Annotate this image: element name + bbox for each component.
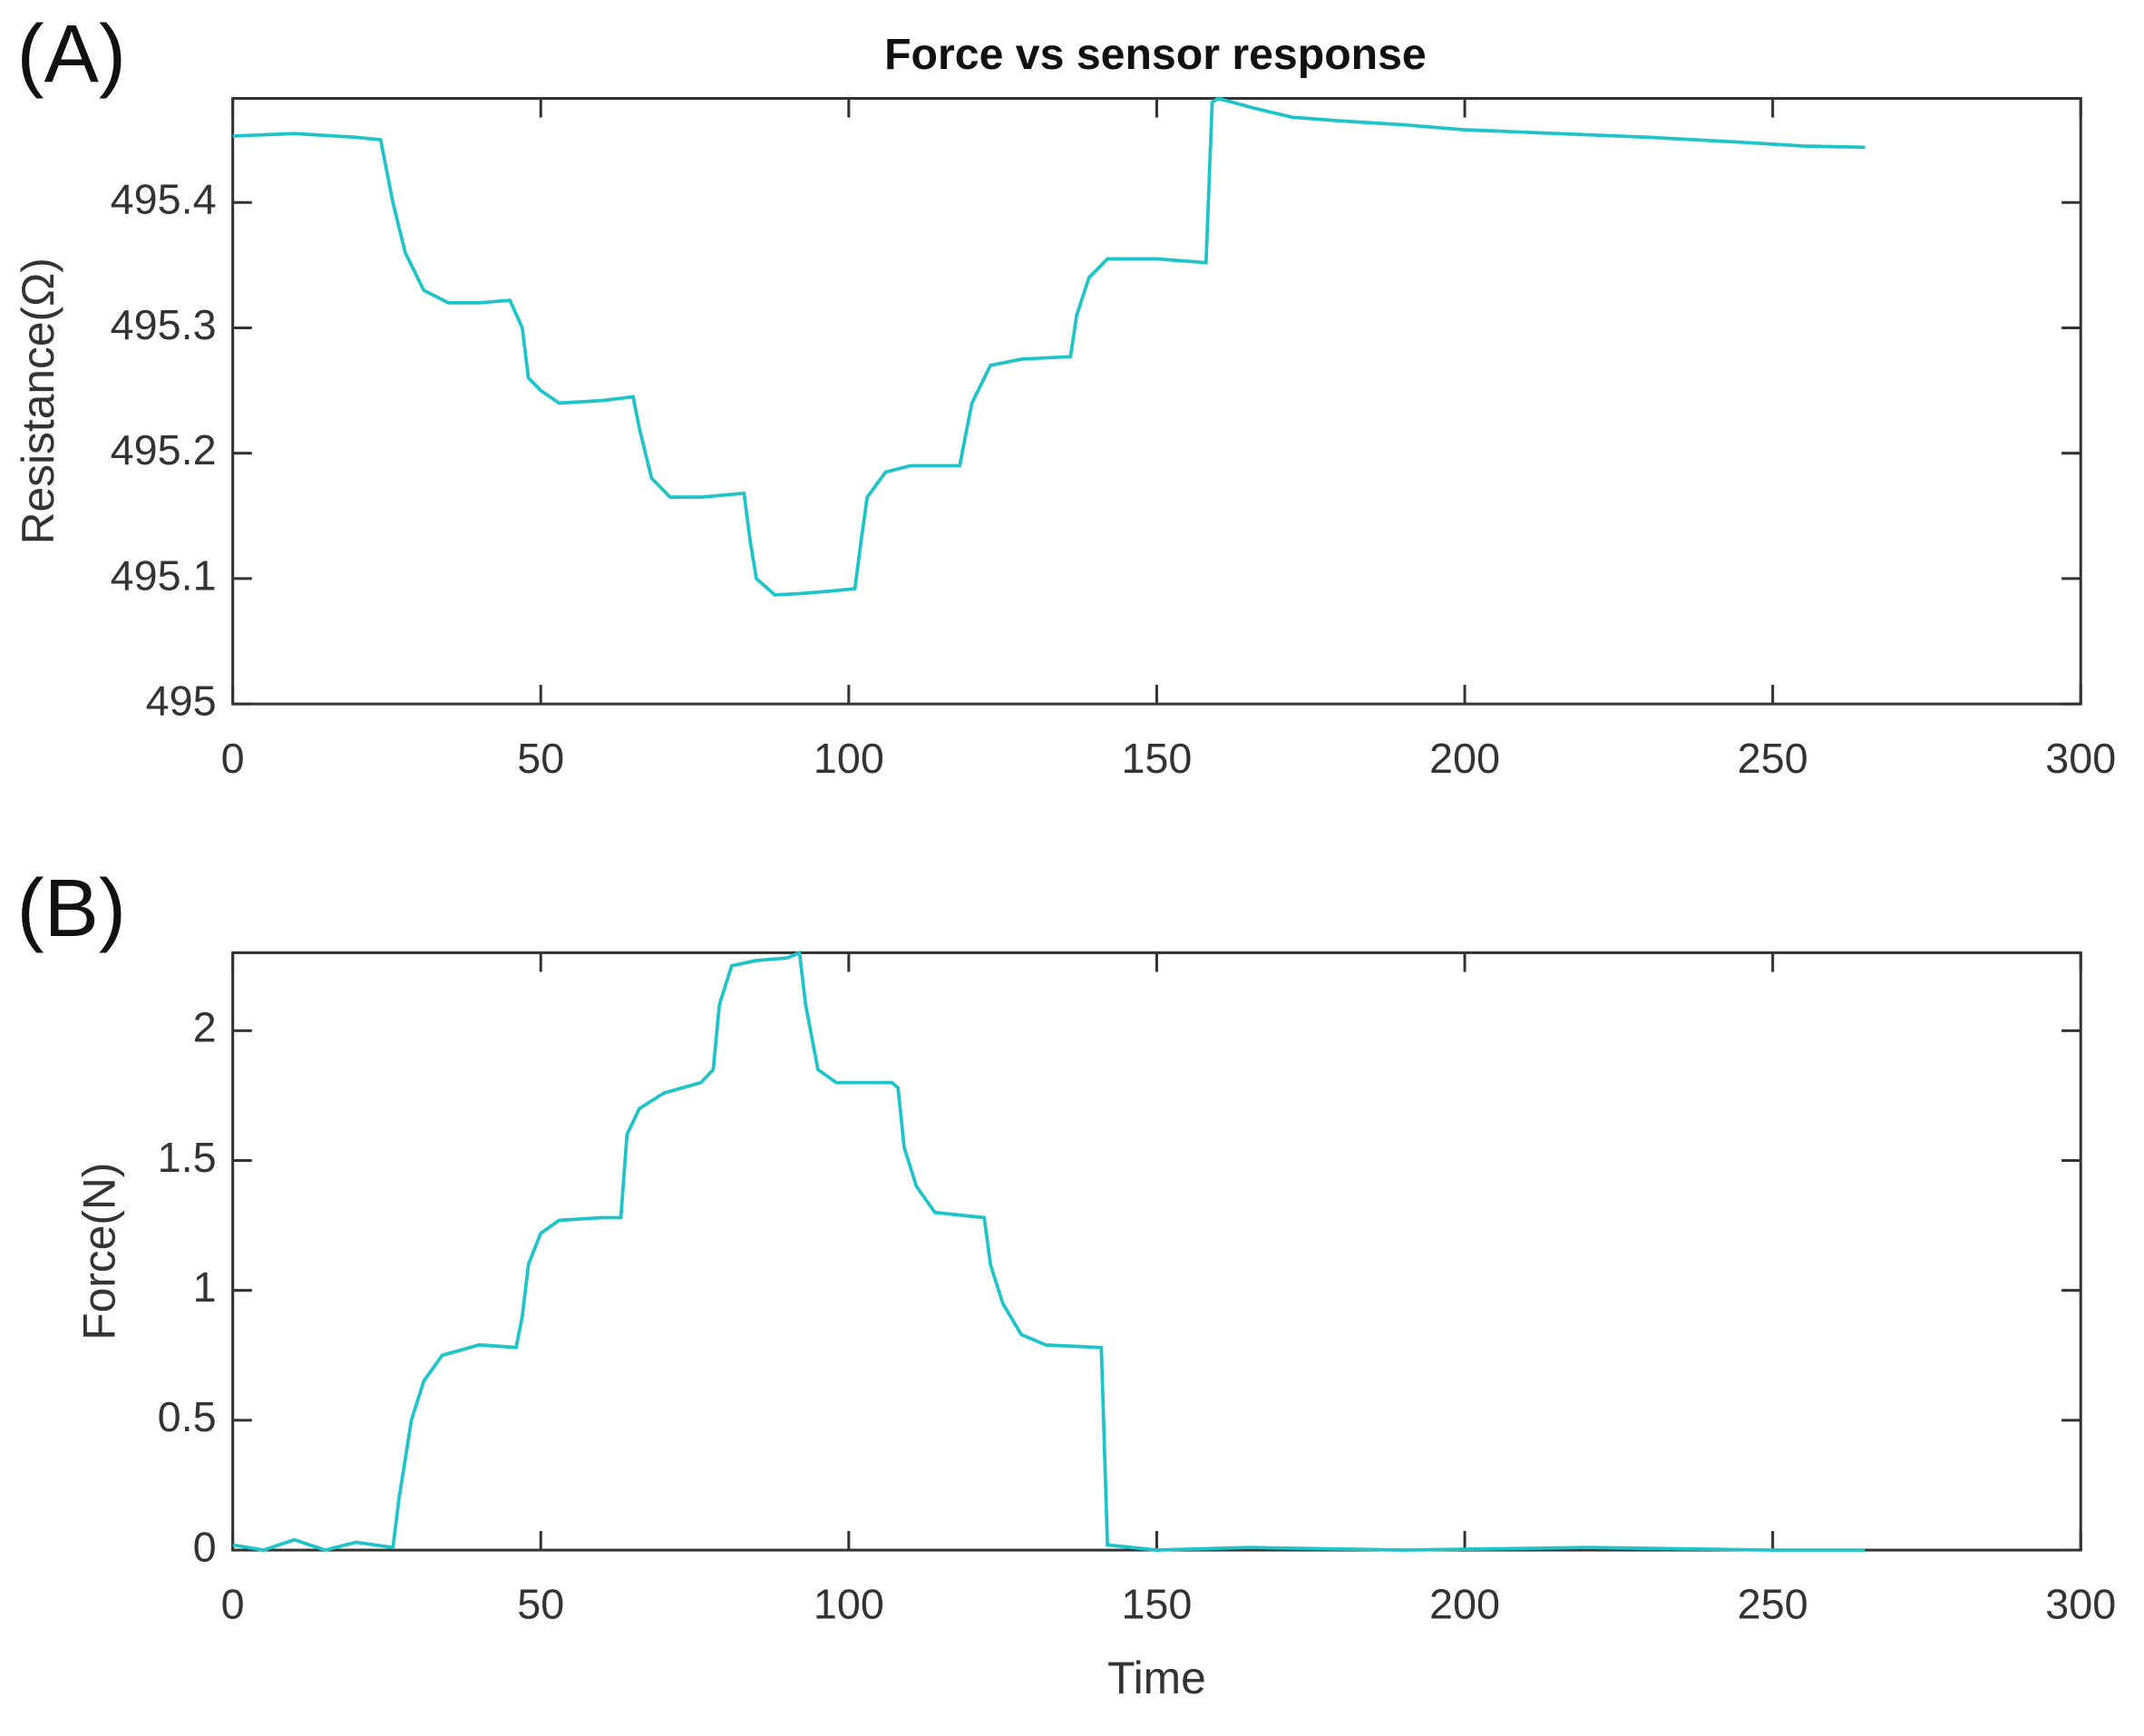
y-tick-label: 495.4 [111, 176, 217, 223]
y-tick-label: 495.2 [111, 426, 217, 473]
x-tick-label: 150 [1121, 735, 1192, 782]
y-tick-label: 2 [193, 1004, 217, 1051]
y-tick-label: 1 [193, 1263, 217, 1311]
y-tick-label: 0.5 [158, 1393, 217, 1440]
data-line [232, 950, 1866, 1552]
x-axis-label: Time [1107, 1653, 1206, 1703]
x-tick-label: 100 [814, 1581, 884, 1628]
x-tick-label: 50 [517, 735, 564, 782]
x-tick-label: 200 [1429, 1581, 1500, 1628]
x-tick-label: 150 [1121, 1581, 1192, 1628]
panel-label: (A) [17, 8, 127, 100]
x-tick-label: 200 [1429, 735, 1500, 782]
y-axis-label: Force(N) [74, 1163, 125, 1341]
panel-label: (B) [17, 863, 127, 954]
x-tick-label: 0 [221, 735, 245, 782]
y-tick-label: 495 [146, 677, 217, 724]
y-tick-label: 1.5 [158, 1134, 217, 1181]
x-tick-label: 0 [221, 1581, 245, 1628]
y-axis-label: Resistance(Ω) [13, 258, 63, 544]
plot-area [231, 97, 2082, 706]
plot-area [231, 951, 2082, 1552]
y-tick-label: 495.3 [111, 301, 217, 348]
x-tick-label: 250 [1738, 1581, 1808, 1628]
x-tick-label: 250 [1738, 735, 1808, 782]
x-tick-label: 50 [517, 1581, 564, 1628]
x-tick-label: 300 [2045, 735, 2116, 782]
x-tick-label: 100 [814, 735, 884, 782]
y-tick-label: 495.1 [111, 551, 217, 599]
data-line [232, 96, 1866, 597]
chart-title: Force vs sensor response [884, 30, 1427, 79]
y-tick-label: 0 [193, 1523, 217, 1570]
x-tick-label: 300 [2045, 1581, 2116, 1628]
